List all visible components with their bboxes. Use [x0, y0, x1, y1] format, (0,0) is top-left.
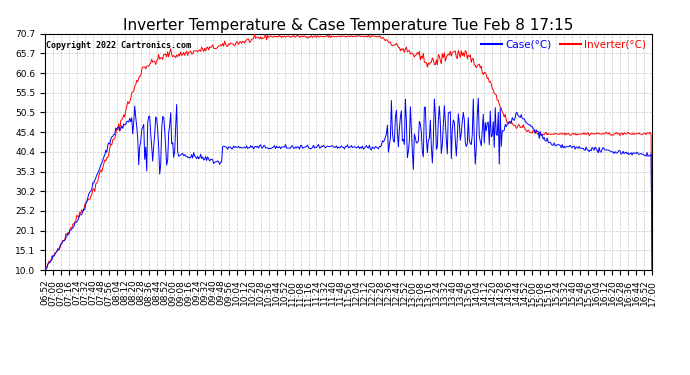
Title: Inverter Temperature & Case Temperature Tue Feb 8 17:15: Inverter Temperature & Case Temperature … — [124, 18, 573, 33]
Legend: Case(°C), Inverter(°C): Case(°C), Inverter(°C) — [480, 39, 647, 51]
Text: Copyright 2022 Cartronics.com: Copyright 2022 Cartronics.com — [46, 41, 191, 50]
